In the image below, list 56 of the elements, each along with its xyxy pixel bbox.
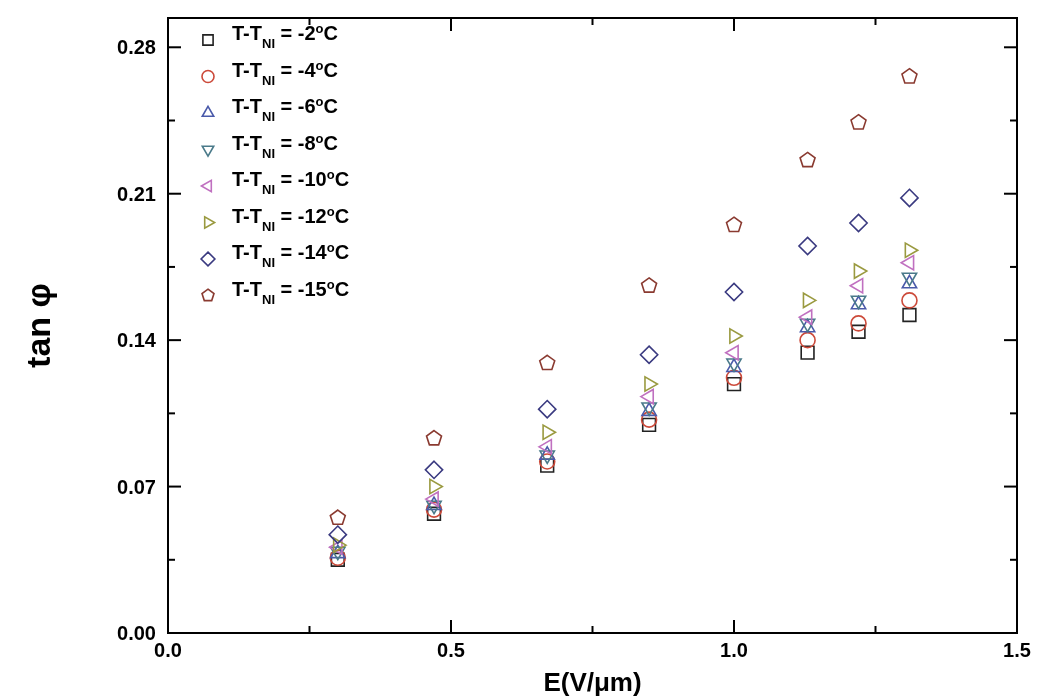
point: [538, 453, 556, 470]
point: [537, 399, 557, 419]
point: [725, 216, 743, 233]
point: [640, 411, 658, 428]
point: [640, 277, 658, 293]
point: [849, 213, 868, 233]
y-tick-label: 0.07: [117, 475, 156, 498]
point: [850, 113, 867, 130]
point: [641, 417, 657, 433]
point: [426, 506, 442, 521]
point: [329, 509, 347, 526]
point: [850, 315, 867, 332]
point: [540, 458, 555, 473]
point: [726, 376, 742, 392]
legend-label: T-T$_{NI}$ = -14$^{o}$C: [232, 239, 350, 270]
legend-label: T-T$_{NI}$ = -4$^{o}$C: [232, 57, 338, 87]
point: [902, 307, 917, 323]
point: [539, 446, 556, 461]
x-tick-label: 1.5: [1003, 639, 1031, 661]
y-tick-label: 0.28: [117, 36, 156, 59]
point: [640, 388, 655, 405]
x-tick-label: 1.0: [720, 639, 748, 661]
point: [853, 263, 868, 280]
point: [332, 537, 347, 554]
x-tick-label: 0.5: [437, 639, 465, 661]
point: [328, 525, 348, 545]
y-tick-label: 0.21: [117, 182, 156, 205]
point: [900, 254, 915, 271]
y-tick-label: 0.00: [117, 622, 156, 644]
legend-label: T-T$_{NI}$ = -6$^{o}$C: [232, 93, 338, 124]
point: [725, 369, 743, 387]
point: [724, 282, 744, 302]
point: [901, 292, 918, 309]
point: [639, 345, 659, 365]
point: [424, 460, 444, 480]
point: [538, 438, 553, 455]
point: [851, 324, 866, 339]
point: [901, 67, 918, 84]
point: [798, 236, 818, 256]
point: [799, 331, 816, 349]
legend-label: T-T$_{NI}$ = -10$^{o}$C: [232, 166, 350, 197]
point: [538, 354, 556, 371]
point: [425, 429, 443, 446]
y-axis-title: tan φ: [19, 283, 57, 368]
legend-label: T-T$_{NI}$ = -8$^{o}$C: [232, 130, 338, 160]
y-tick-label: 0.14: [117, 329, 157, 352]
point: [802, 292, 817, 309]
point: [799, 151, 816, 168]
x-axis-title: E(V/μm): [543, 667, 642, 697]
x-tick-label: 0.0: [154, 639, 182, 661]
legend-label: T-T$_{NI}$ = -2$^{o}$C: [232, 20, 338, 51]
point: [800, 345, 815, 360]
legend-label: T-T$_{NI}$ = -15$^{o}$C: [232, 276, 350, 306]
legend-label: T-T$_{NI}$ = -12$^{o}$C: [232, 203, 350, 233]
point: [900, 188, 919, 208]
point: [426, 496, 442, 511]
